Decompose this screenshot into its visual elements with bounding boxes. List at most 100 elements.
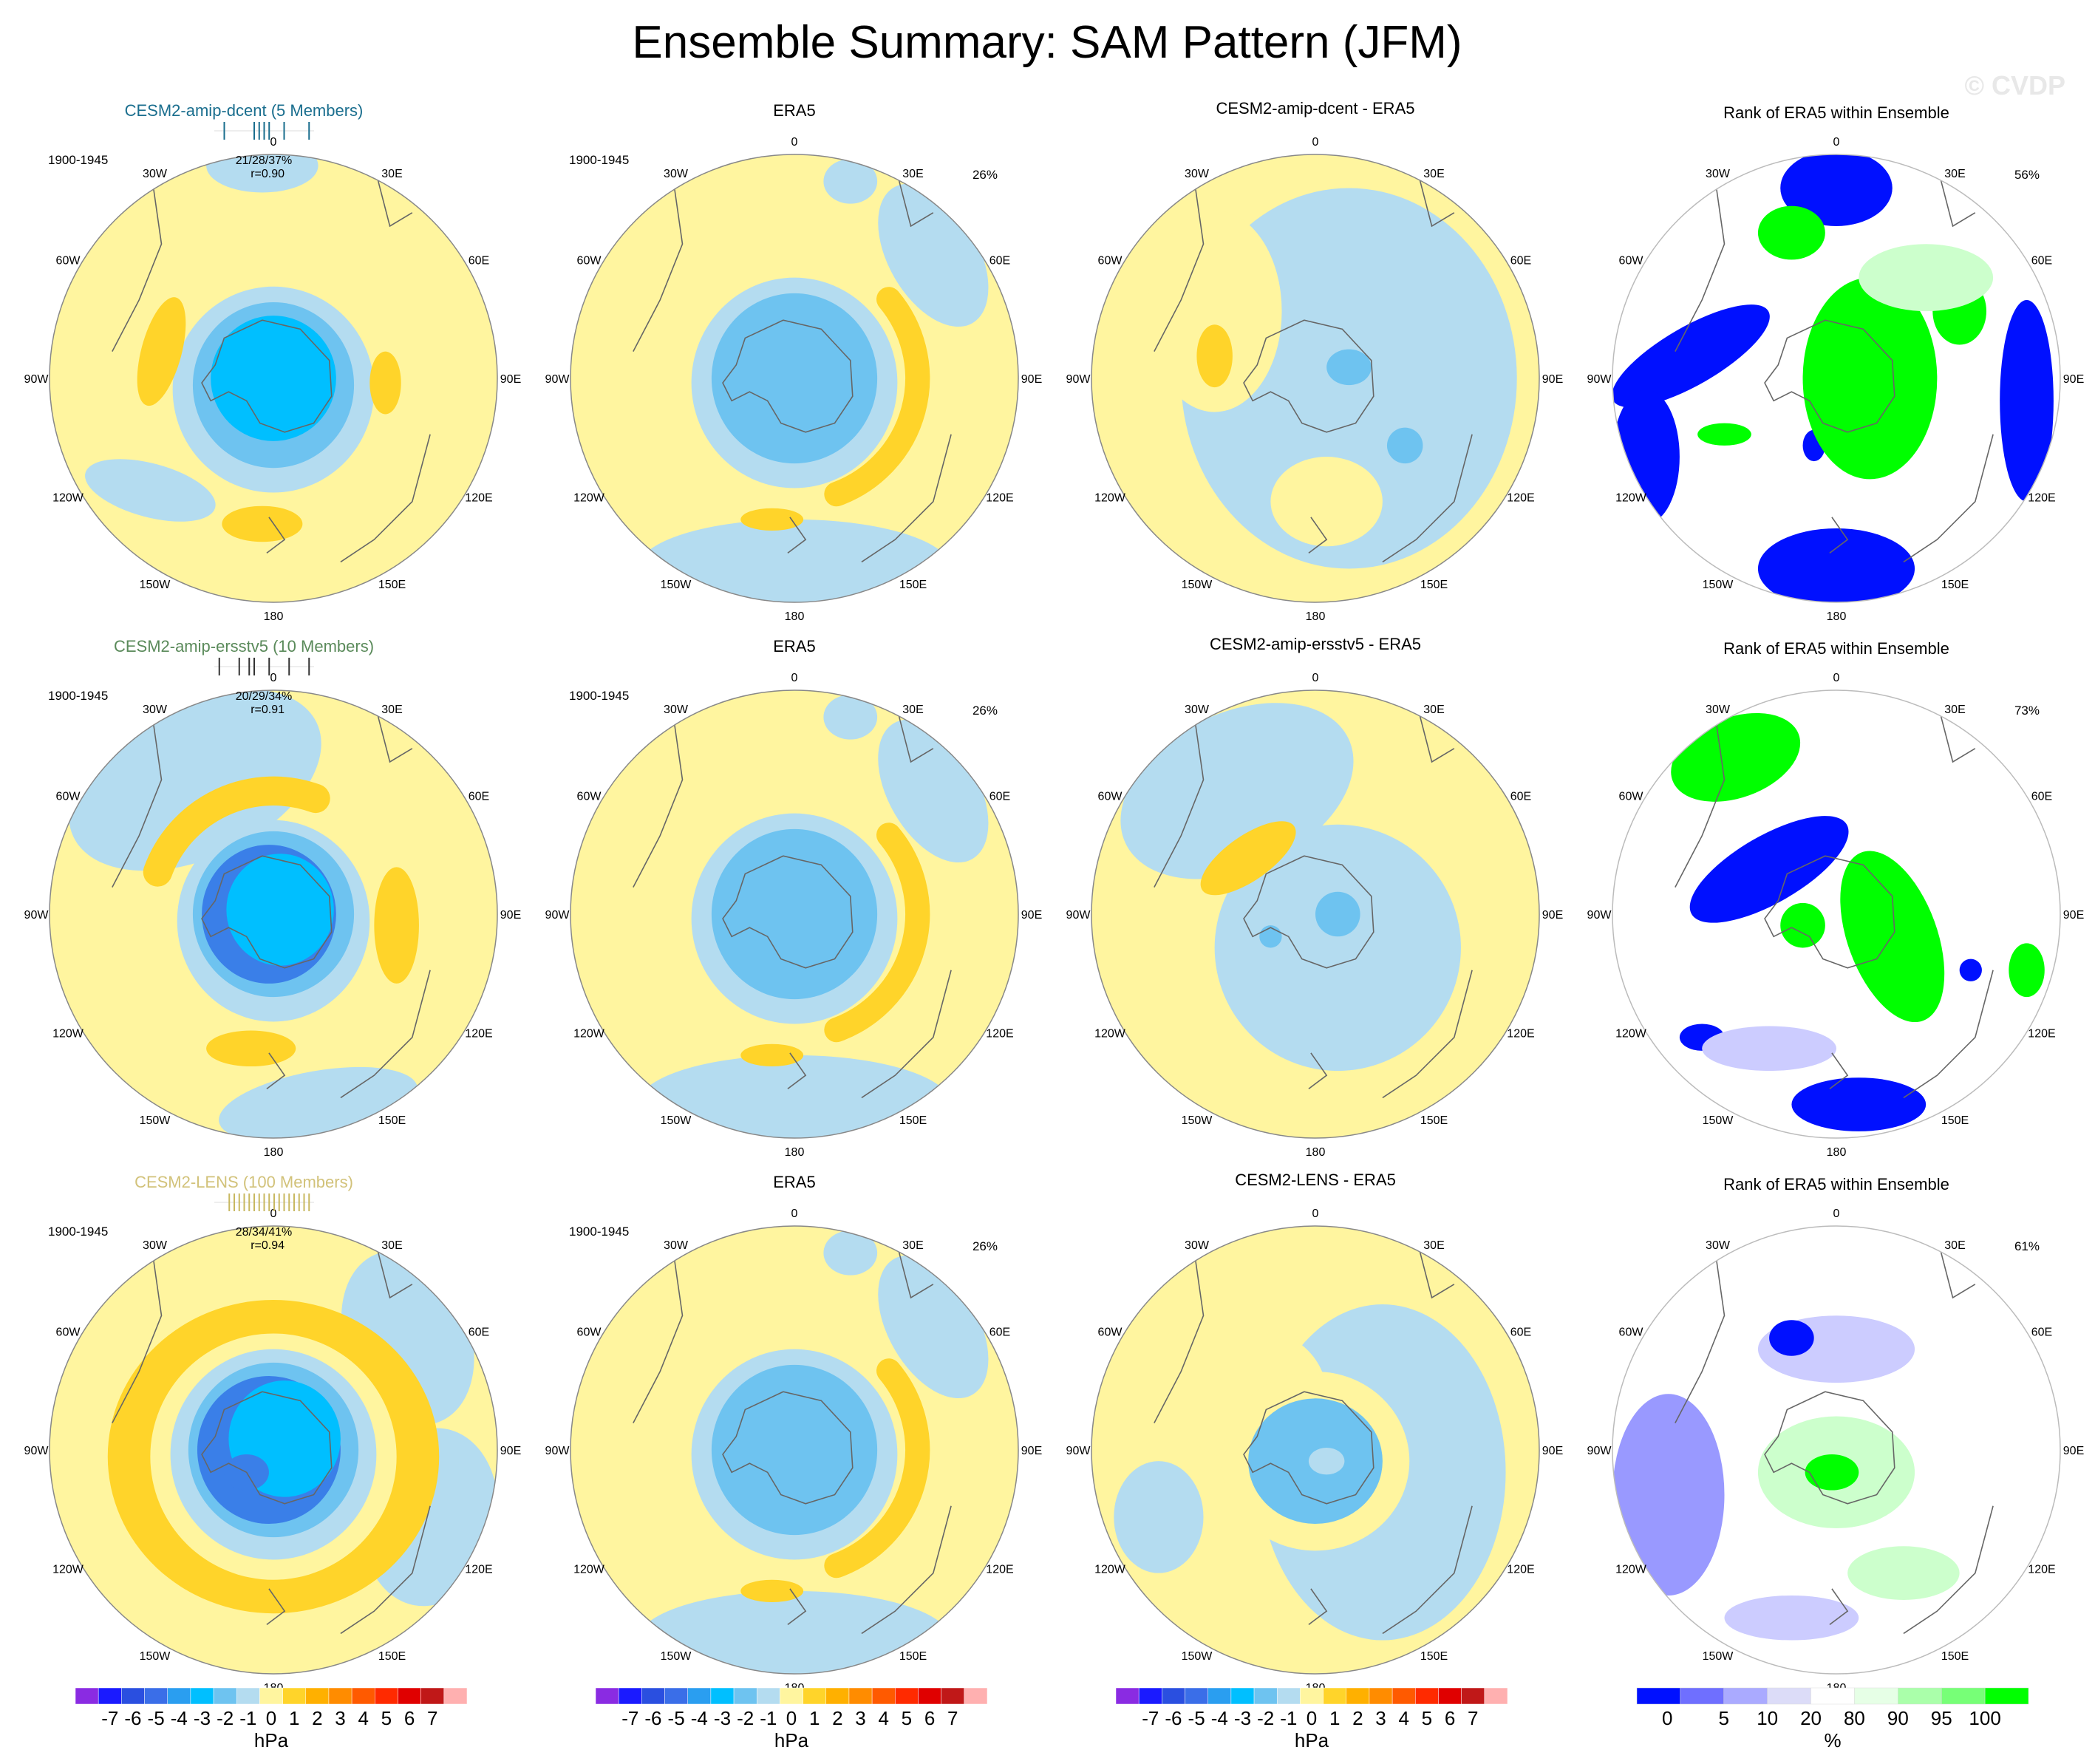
australia-coastline	[1382, 1505, 1473, 1635]
colorbar-swatch	[144, 1687, 168, 1705]
panels-layer: 0 30E 60E 90E 120E 150E 180 150W 120W 90W 60W 30W CE…	[24, 99, 2085, 1695]
longitude-label: 30E	[1944, 1239, 1965, 1252]
longitude-label: 180	[1306, 610, 1326, 623]
longitude-label: 180	[785, 610, 805, 623]
colorbar-tick-label: 4	[1398, 1707, 1408, 1729]
longitude-label: 150E	[1941, 1114, 1969, 1127]
colorbar-swatch	[328, 1687, 352, 1705]
colorbar-swatch	[1207, 1687, 1232, 1705]
africa-coastline	[1936, 165, 1976, 228]
longitude-label: 90W	[545, 373, 570, 386]
rank-low-region	[1689, 816, 1849, 923]
colorbar-swatch	[964, 1687, 988, 1705]
longitude-label: 0	[1833, 1208, 1840, 1220]
rank-high-region	[1802, 277, 1938, 480]
new-zealand-coastline	[1308, 1588, 1328, 1625]
positive-anomaly-region	[206, 1030, 296, 1067]
colorbar-tick-label: -3	[194, 1707, 211, 1729]
rank-high-region	[1757, 205, 1825, 260]
longitude-label: 90E	[2063, 373, 2084, 386]
colorbar-tick-label: -1	[239, 1707, 256, 1729]
longitude-label: 180	[264, 610, 284, 623]
longitude-label: 90E	[1021, 909, 1042, 922]
south-america-coastline	[633, 166, 684, 353]
negative-anomaly-region	[226, 854, 334, 966]
map-panel-rank-1: 0 30E 60E 90E 120E 150E 180 150W 120W 90W 60W 30W Ra…	[1587, 639, 2085, 1159]
longitude-label: 120W	[52, 1564, 84, 1576]
longitude-label: 60E	[469, 255, 489, 268]
australia-coastline	[861, 1505, 952, 1635]
longitude-label: 150E	[378, 1114, 406, 1127]
stats-label: 20/29/34%	[236, 690, 293, 703]
colorbar-swatch	[848, 1687, 873, 1705]
longitude-label: 120W	[52, 492, 84, 505]
antarctica-coastline	[1243, 855, 1374, 969]
colorbar-tick-label: 5	[902, 1707, 912, 1729]
longitude-label: 90E	[1542, 373, 1563, 386]
colorbar-swatch	[167, 1687, 191, 1705]
longitude-label: 150E	[899, 1114, 927, 1127]
colorbar-tick-label: 2	[1352, 1707, 1363, 1729]
longitude-label: 30W	[1185, 1239, 1210, 1252]
longitude-label: 60W	[1098, 1327, 1123, 1339]
africa-coastline	[1415, 165, 1455, 228]
colorbar-swatch	[664, 1687, 688, 1705]
australia-coastline	[1382, 434, 1473, 563]
longitude-label: 180	[1306, 1146, 1326, 1159]
longitude-label: 150W	[140, 1114, 171, 1127]
longitude-label: 90W	[24, 909, 50, 922]
longitude-label: 30E	[1423, 168, 1444, 180]
longitude-label: 120W	[573, 1564, 605, 1576]
antarctica-coastline	[1764, 855, 1895, 969]
longitude-label: 150E	[1420, 1650, 1448, 1663]
longitude-label: 150W	[661, 1114, 692, 1127]
panel-title: CESM2-LENS (100 Members)	[134, 1173, 353, 1191]
longitude-label: 180	[1827, 1146, 1847, 1159]
colorbar-swatch	[1767, 1687, 1811, 1705]
south-america-coastline	[633, 1237, 684, 1424]
negative-anomaly-region	[711, 293, 878, 464]
new-zealand-coastline	[787, 1588, 807, 1625]
positive-anomaly-arc	[824, 823, 930, 1043]
positive-anomaly-region	[740, 1043, 804, 1067]
panel-title: Rank of ERA5 within Ensemble	[1723, 103, 1949, 122]
longitude-label: 150E	[378, 1650, 406, 1663]
colorbar-swatch	[941, 1687, 965, 1705]
longitude-label: 150W	[1182, 1650, 1213, 1663]
longitude-label: 90E	[1021, 373, 1042, 386]
colorbar-swatch	[1346, 1687, 1370, 1705]
africa-coastline	[1936, 1236, 1976, 1299]
negative-anomaly-region	[823, 1230, 878, 1276]
colorbar-swatch	[259, 1687, 283, 1705]
rank-low-region	[2000, 299, 2054, 502]
longitude-label: 150W	[140, 579, 171, 591]
longitude-label: 120E	[1507, 1028, 1534, 1041]
longitude-label: 120W	[1094, 1564, 1126, 1576]
africa-coastline	[1415, 701, 1455, 763]
negative-anomaly-region	[206, 154, 318, 193]
map-panel-diff-1: 0 30E 60E 90E 120E 150E 180 150W 120W 90W 60W 30W CE…	[1066, 635, 1564, 1159]
panel-title: CESM2-amip-dcent - ERA5	[1216, 99, 1415, 118]
panel-title: ERA5	[773, 1173, 815, 1191]
south-america-coastline	[1675, 1237, 1726, 1424]
panel-title: ERA5	[773, 101, 815, 120]
longitude-label: 90E	[500, 909, 521, 922]
colorbar-tick-label: 0	[1307, 1707, 1317, 1729]
field-layer	[570, 154, 1018, 602]
colorbar-tick-label: -3	[714, 1707, 731, 1729]
rank-moderate-region	[1724, 1595, 1859, 1641]
antarctica-coastline	[722, 319, 854, 433]
colorbar-percent: 0 5 10 20 80 90 95 100%	[1636, 1687, 2029, 1751]
field-layer	[570, 1226, 1018, 1674]
map-boundary	[1091, 154, 1540, 603]
colorbar-swatch	[618, 1687, 642, 1705]
new-zealand-coastline	[1829, 1588, 1849, 1625]
colorbar-swatch	[1484, 1687, 1508, 1705]
longitude-label: 120W	[573, 1028, 605, 1041]
longitude-label: 30W	[143, 1239, 168, 1252]
longitude-label: 90E	[500, 373, 521, 386]
colorbar-tick-label: 10	[1757, 1707, 1778, 1729]
longitude-label: 30E	[381, 704, 402, 716]
longitude-label: 150W	[661, 1650, 692, 1663]
colorbar-swatch	[1723, 1687, 1768, 1705]
